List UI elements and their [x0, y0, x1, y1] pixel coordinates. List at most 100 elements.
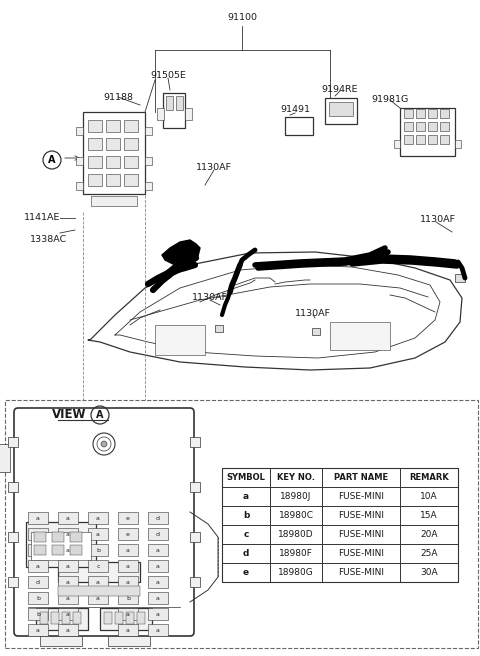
Bar: [70, 545, 82, 555]
Bar: [58, 512, 78, 524]
Text: a: a: [66, 531, 70, 537]
Bar: [190, 482, 200, 492]
Text: 18980F: 18980F: [279, 549, 313, 558]
Bar: [325, 98, 357, 124]
Bar: [148, 576, 168, 588]
Bar: [404, 122, 413, 131]
Text: 18980G: 18980G: [278, 568, 314, 577]
Bar: [176, 96, 183, 110]
Bar: [62, 612, 70, 624]
Bar: [148, 560, 168, 572]
Bar: [404, 135, 413, 144]
Bar: [148, 528, 168, 540]
Text: a: a: [126, 611, 130, 617]
Text: 1130AF: 1130AF: [295, 308, 331, 318]
Text: a: a: [96, 516, 100, 520]
Bar: [416, 122, 425, 131]
Text: a: a: [36, 628, 40, 632]
Text: a: a: [66, 596, 70, 600]
Bar: [76, 127, 83, 135]
FancyBboxPatch shape: [14, 408, 194, 636]
Bar: [83, 112, 145, 194]
Bar: [100, 608, 152, 630]
Text: 18980J: 18980J: [280, 492, 312, 501]
Bar: [76, 157, 83, 165]
Text: A: A: [48, 155, 56, 165]
Bar: [118, 624, 138, 636]
Bar: [285, 117, 313, 135]
Text: 9194RE: 9194RE: [322, 85, 358, 94]
Text: 18980D: 18980D: [278, 530, 314, 539]
Text: 1130AF: 1130AF: [196, 163, 232, 173]
Bar: [126, 612, 134, 624]
Text: a: a: [66, 564, 70, 569]
Text: e: e: [126, 516, 130, 520]
Text: a: a: [156, 579, 160, 584]
Text: a: a: [126, 548, 130, 552]
Bar: [106, 174, 120, 186]
Bar: [28, 576, 48, 588]
Text: a: a: [126, 628, 130, 632]
Bar: [148, 512, 168, 524]
Text: 30A: 30A: [420, 568, 438, 577]
Text: a: a: [96, 596, 100, 600]
Text: 10A: 10A: [420, 492, 438, 501]
Text: c: c: [243, 530, 249, 539]
Text: a: a: [66, 579, 70, 584]
Bar: [148, 608, 168, 620]
Text: c: c: [96, 564, 100, 569]
Bar: [58, 624, 78, 636]
Bar: [28, 592, 48, 604]
Bar: [28, 528, 48, 540]
Text: a: a: [66, 516, 70, 520]
Bar: [106, 138, 120, 150]
Bar: [118, 576, 138, 588]
Bar: [40, 612, 48, 624]
Text: 1130AF: 1130AF: [192, 293, 228, 302]
Bar: [163, 93, 185, 128]
Bar: [440, 122, 449, 131]
Bar: [137, 612, 145, 624]
Bar: [88, 528, 108, 540]
Bar: [5, 400, 478, 648]
Bar: [58, 562, 140, 582]
Text: 91491: 91491: [280, 106, 310, 115]
Text: d: d: [36, 531, 40, 537]
Bar: [118, 608, 138, 620]
Text: a: a: [156, 548, 160, 552]
Bar: [330, 322, 390, 350]
Bar: [58, 560, 78, 572]
Bar: [88, 576, 108, 588]
Text: b: b: [126, 596, 130, 600]
Text: 20A: 20A: [420, 530, 438, 539]
Text: FUSE-MINI: FUSE-MINI: [338, 530, 384, 539]
Bar: [58, 586, 140, 596]
Text: d: d: [156, 531, 160, 537]
Bar: [455, 140, 461, 148]
Bar: [104, 612, 112, 624]
Bar: [70, 532, 82, 542]
Bar: [118, 528, 138, 540]
Text: 91100: 91100: [227, 14, 257, 22]
Bar: [440, 135, 449, 144]
Text: a: a: [126, 579, 130, 584]
Bar: [31, 532, 91, 560]
Bar: [28, 624, 48, 636]
Bar: [28, 560, 48, 572]
Bar: [416, 109, 425, 118]
Text: REMARK: REMARK: [409, 473, 449, 482]
Bar: [190, 532, 200, 542]
Text: a: a: [156, 611, 160, 617]
Bar: [155, 325, 205, 355]
Text: a: a: [66, 628, 70, 632]
Bar: [58, 528, 78, 540]
Text: VIEW: VIEW: [51, 409, 86, 422]
Bar: [145, 182, 152, 190]
Bar: [58, 608, 78, 620]
Text: e: e: [126, 531, 130, 537]
Bar: [329, 102, 353, 116]
Bar: [145, 127, 152, 135]
Text: PART NAME: PART NAME: [334, 473, 388, 482]
Bar: [26, 522, 96, 567]
Text: b: b: [243, 511, 249, 520]
